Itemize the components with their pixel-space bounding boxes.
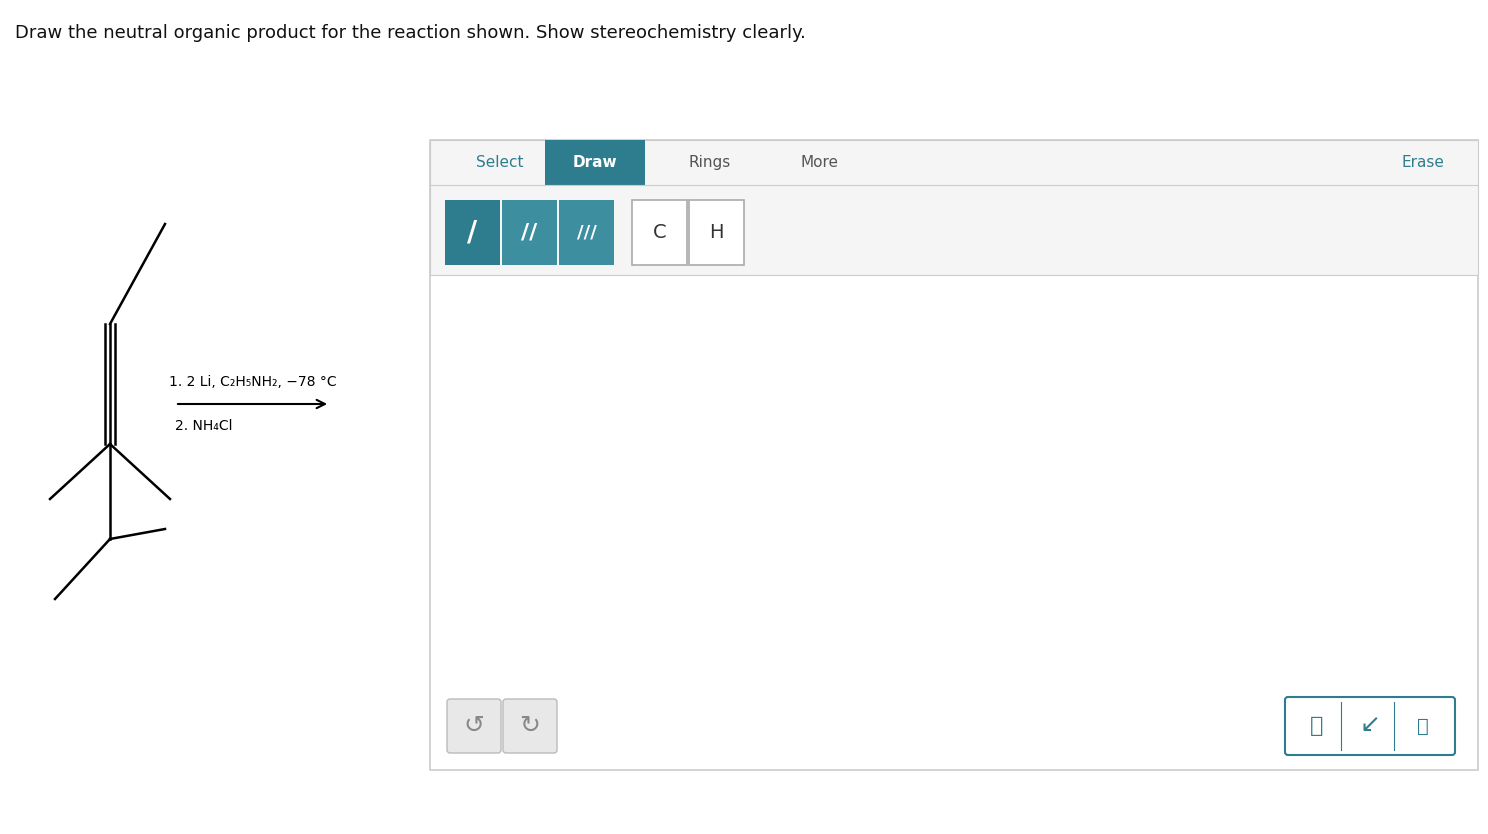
Text: //: // [521,223,537,243]
Text: /: / [467,219,478,247]
Text: 2. NH₄Cl: 2. NH₄Cl [176,419,232,433]
Bar [430,140,1478,770]
FancyBboxPatch shape [559,200,615,265]
Text: ↻: ↻ [519,714,540,738]
Text: 🔍: 🔍 [1417,716,1428,736]
Text: 🔍: 🔍 [1311,716,1324,736]
FancyBboxPatch shape [503,699,557,753]
FancyBboxPatch shape [1286,697,1455,755]
Text: H: H [710,223,723,242]
Text: C: C [653,223,667,242]
Text: 1. 2 Li, C₂H₅NH₂, −78 °C: 1. 2 Li, C₂H₅NH₂, −78 °C [168,375,336,389]
Text: Rings: Rings [689,155,731,170]
FancyBboxPatch shape [446,699,501,753]
FancyBboxPatch shape [445,200,500,265]
Text: Draw the neutral organic product for the reaction shown. Show stereochemistry cl: Draw the neutral organic product for the… [15,24,806,42]
FancyBboxPatch shape [632,200,687,265]
Text: Erase: Erase [1402,155,1445,170]
Text: Draw: Draw [573,155,618,170]
Text: ↙: ↙ [1360,714,1381,738]
Bar [430,140,1478,275]
Text: ///: /// [576,224,597,242]
FancyBboxPatch shape [689,200,744,265]
Text: Select: Select [476,155,524,170]
Text: ↺: ↺ [463,714,485,738]
Text: More: More [801,155,839,170]
Bar [545,140,644,185]
FancyBboxPatch shape [501,200,557,265]
